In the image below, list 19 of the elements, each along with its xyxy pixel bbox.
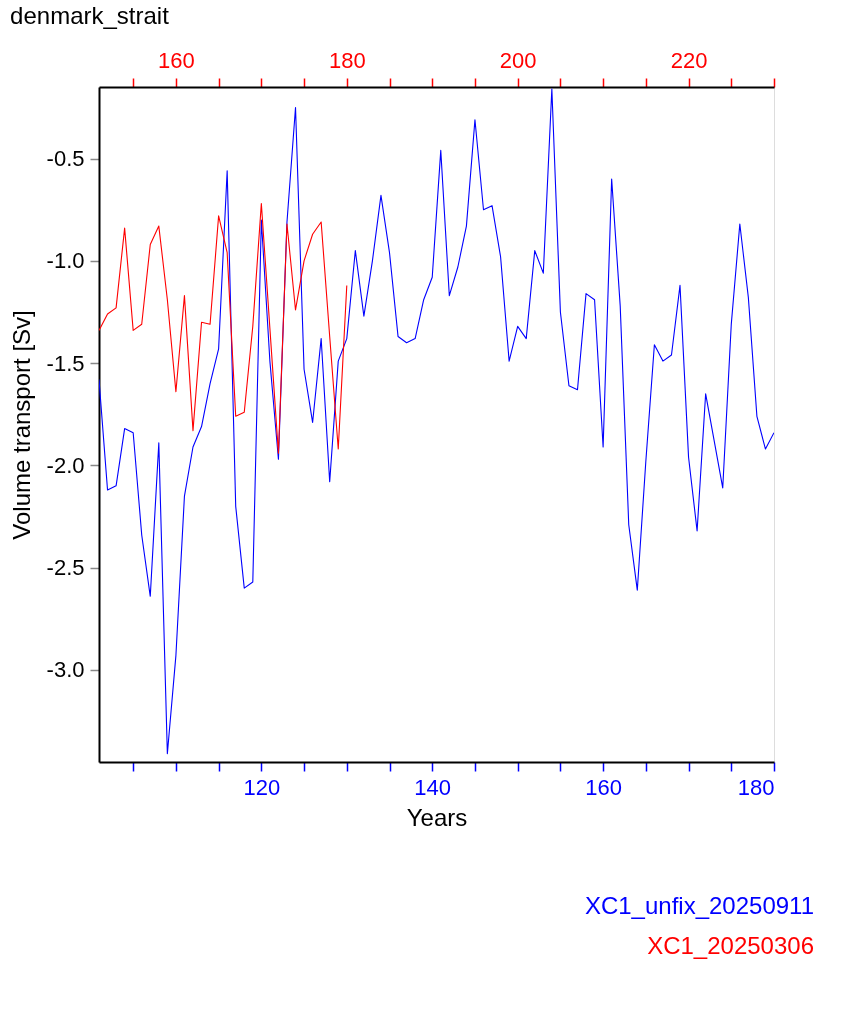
y-tick-label: -1.5: [46, 350, 85, 376]
x-tick-label: 120: [243, 774, 281, 800]
x2-tick-label: 180: [328, 47, 366, 73]
y-tick-label: -2.0: [46, 452, 85, 478]
text: XC1_20250306: [647, 932, 814, 959]
y-tick-label: -0.5: [46, 146, 85, 172]
x2-tick-label: 200: [499, 47, 537, 73]
text: XC1_unfix_20250911: [584, 892, 814, 919]
x-tick-label: 140: [414, 774, 452, 800]
x2-tick-label: 160: [158, 47, 195, 73]
y-tick-label: -3.0: [46, 657, 85, 683]
x2-tick-label: 220: [670, 47, 708, 73]
chart-title: denmark_strait: [10, 2, 170, 29]
x-tick-label: 160: [585, 774, 622, 800]
y-tick-label: -2.5: [46, 555, 85, 581]
y-axis-title: Volume transport [Sv]: [7, 310, 35, 540]
y-tick-label: -1.0: [46, 248, 85, 274]
x-tick-label: 180: [737, 774, 775, 800]
x-axis-title: Years: [406, 803, 468, 831]
